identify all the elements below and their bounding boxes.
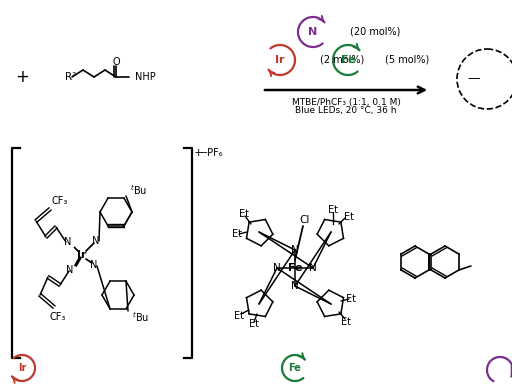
Text: Et: Et <box>249 319 259 329</box>
Text: MTBE/PhCF₃ (1:1, 0.1 M): MTBE/PhCF₃ (1:1, 0.1 M) <box>291 98 400 107</box>
Text: Et: Et <box>232 229 242 239</box>
Text: NHP: NHP <box>135 72 156 82</box>
Text: −PF₆: −PF₆ <box>200 148 224 158</box>
Text: +: + <box>15 68 29 86</box>
Text: Ir: Ir <box>18 363 26 373</box>
Text: N: N <box>291 245 299 255</box>
Text: O: O <box>112 57 120 67</box>
Text: Et: Et <box>239 209 249 219</box>
Text: Et: Et <box>344 212 354 222</box>
Text: Fe: Fe <box>288 263 302 273</box>
Text: N: N <box>309 263 317 273</box>
Text: N: N <box>291 281 299 291</box>
Text: Ir: Ir <box>77 250 87 260</box>
Text: N: N <box>90 260 98 270</box>
Text: $^t$Bu: $^t$Bu <box>132 310 149 324</box>
Text: Fe: Fe <box>341 55 355 65</box>
Text: Fe: Fe <box>289 363 302 373</box>
Text: N: N <box>92 236 100 246</box>
Text: N: N <box>67 265 74 275</box>
Text: R²: R² <box>65 72 76 82</box>
Text: Cl: Cl <box>300 215 310 225</box>
Text: Et: Et <box>328 205 338 215</box>
Text: (2 mol%): (2 mol%) <box>320 55 364 65</box>
Text: Blue LEDs, 20 °C, 36 h: Blue LEDs, 20 °C, 36 h <box>295 106 397 115</box>
Text: Ir: Ir <box>275 55 285 65</box>
Text: Et: Et <box>346 294 356 304</box>
Text: +: + <box>194 148 203 158</box>
Text: (5 mol%): (5 mol%) <box>385 55 429 65</box>
Text: Et: Et <box>234 311 244 321</box>
Text: N: N <box>65 237 72 247</box>
Text: N: N <box>273 263 281 273</box>
Text: —: — <box>468 73 480 86</box>
Text: N: N <box>308 27 317 37</box>
Text: Et: Et <box>341 317 351 327</box>
Text: CF₃: CF₃ <box>50 312 66 322</box>
Text: CF₃: CF₃ <box>52 196 68 206</box>
Text: $^t$Bu: $^t$Bu <box>130 183 147 197</box>
Text: (20 mol%): (20 mol%) <box>350 27 400 37</box>
